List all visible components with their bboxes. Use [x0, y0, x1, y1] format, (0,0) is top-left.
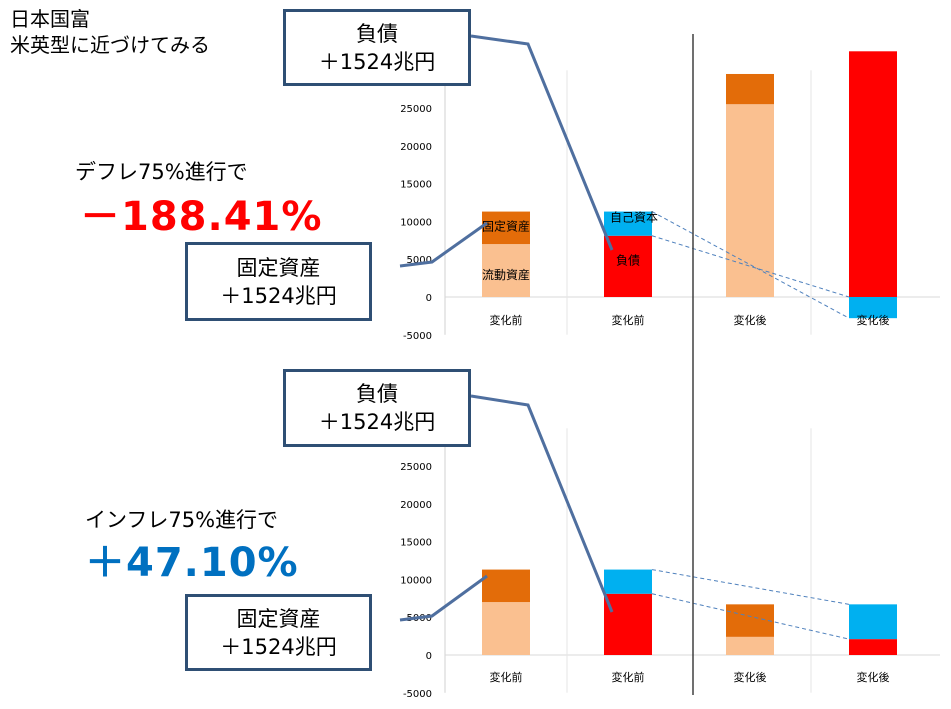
bar-annotation-current-assets: 流動資産	[482, 267, 530, 282]
fixed-assets-callout-top: 固定資産 ＋1524兆円	[185, 242, 372, 321]
liabilities-callout-title: 負債	[356, 21, 398, 46]
y-tick-label: 25000	[400, 462, 432, 473]
dashed-connector	[651, 235, 850, 298]
x-category-label: 変化後	[857, 670, 890, 684]
y-tick-label: 15000	[400, 538, 432, 549]
bar-segment	[482, 569, 530, 603]
x-category-label: 変化後	[734, 313, 767, 327]
page-title: 日本国富 米英型に近づけてみる	[10, 6, 210, 58]
x-category-label: 変化後	[857, 313, 890, 327]
bar-segment	[849, 51, 897, 297]
title-line-2: 米英型に近づけてみる	[10, 33, 210, 57]
bar-annotation-equity: 自己資本	[610, 210, 658, 224]
callout-leader-line	[470, 34, 614, 251]
inflation-result: ＋47.10%	[85, 540, 299, 586]
liabilities-callout-top: 負債 ＋1524兆円	[283, 9, 471, 86]
liabilities-callout-bottom: 負債 ＋1524兆円	[283, 369, 471, 447]
x-category-label: 変化前	[490, 670, 523, 684]
bar-segment	[726, 636, 774, 655]
callout-leader-line	[399, 574, 488, 622]
dashed-connector	[651, 569, 850, 605]
bar-segment	[726, 604, 774, 637]
y-tick-label: 25000	[400, 104, 432, 115]
bar-annotation-fixed-assets: 固定資産	[482, 218, 530, 233]
y-tick-label: 0	[426, 651, 432, 662]
bar-segment	[482, 244, 530, 297]
fixed-assets-callout-bottom: 固定資産 ＋1524兆円	[185, 594, 372, 671]
bar-segment	[849, 639, 897, 655]
deflation-result: －188.41%	[80, 194, 323, 240]
callout-leader-line	[470, 394, 614, 613]
y-tick-label: 0	[426, 293, 432, 304]
bar-segment	[604, 593, 652, 655]
deflation-label: デフレ75%進行で	[75, 160, 248, 184]
y-tick-label: 5000	[407, 255, 432, 266]
bar-segment	[849, 297, 897, 319]
dashed-connector	[651, 211, 850, 319]
x-category-label: 変化前	[490, 313, 523, 327]
inflation-label: インフレ75%進行で	[85, 508, 279, 532]
bar-segment	[482, 602, 530, 655]
liabilities-callout-title: 負債	[356, 382, 398, 406]
fixed-assets-callout-amount: ＋1524兆円	[220, 283, 337, 308]
fixed-assets-callout-amount: ＋1524兆円	[220, 634, 337, 659]
y-tick-label: -5000	[403, 689, 432, 700]
liabilities-callout-amount: ＋1524兆円	[318, 49, 436, 74]
y-tick-label: 15000	[400, 180, 432, 191]
bar-segment	[604, 211, 652, 236]
y-tick-label: 20000	[400, 142, 432, 153]
x-category-label: 変化前	[612, 313, 645, 327]
bar-segment	[726, 73, 774, 105]
x-category-label: 変化後	[734, 670, 767, 684]
callout-leader-line	[399, 221, 488, 268]
liabilities-callout-amount: ＋1524兆円	[318, 410, 436, 434]
bar-segment	[604, 569, 652, 594]
y-tick-label: 20000	[400, 500, 432, 511]
dashed-connector	[651, 593, 850, 640]
fixed-assets-callout-title: 固定資産	[236, 606, 321, 631]
bar-segment	[849, 604, 897, 640]
bar-annotation-liabilities: 負債	[616, 252, 640, 267]
fixed-assets-callout-title: 固定資産	[236, 255, 321, 280]
bar-segment	[482, 211, 530, 245]
bar-segment	[726, 104, 774, 297]
y-tick-label: -5000	[403, 331, 432, 342]
title-line-1: 日本国富	[10, 7, 90, 31]
bar-segment	[604, 235, 652, 297]
x-category-label: 変化前	[612, 670, 645, 684]
y-tick-label: 10000	[400, 575, 432, 586]
y-tick-label: 10000	[400, 217, 432, 228]
